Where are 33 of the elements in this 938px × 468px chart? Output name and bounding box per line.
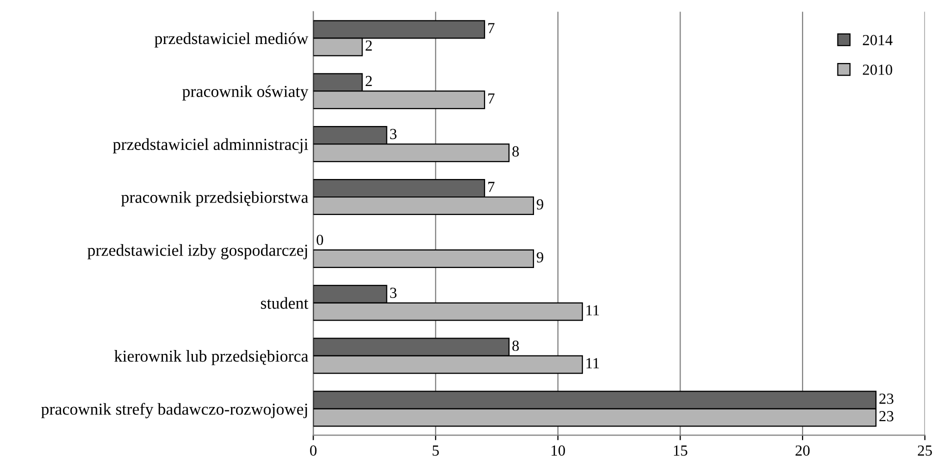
y-tick-label: przedstawiciel izby gospodarczej	[87, 244, 307, 260]
y-tick-label: pracownik oświaty	[182, 85, 308, 101]
data-label: 2	[366, 40, 372, 51]
legend-label: 2014	[862, 34, 893, 46]
x-tick-label: 10	[552, 445, 565, 456]
y-tick-label: student	[260, 297, 308, 309]
legend-label: 2010	[862, 64, 892, 75]
data-label: 7	[488, 94, 495, 104]
bar	[313, 249, 534, 268]
y-tick-label: przedstawiciel adminnistracji	[112, 138, 308, 154]
data-label: 11	[586, 358, 599, 368]
x-tick-label: 15	[674, 445, 688, 456]
data-label: 8	[512, 340, 519, 351]
x-tick-label: 25	[918, 445, 932, 456]
y-tick-label: kierownik lub przedsiębiorca	[114, 350, 308, 366]
x-tick-label: 0	[310, 445, 317, 456]
data-label: 3	[390, 288, 396, 298]
data-label: 0	[316, 234, 324, 246]
data-label: 23	[879, 411, 894, 422]
data-label: 9	[536, 252, 544, 262]
x-tick-label: 5	[432, 446, 439, 456]
x-tick-label: 20	[796, 445, 810, 456]
data-label: 23	[879, 394, 894, 404]
data-label: 3	[390, 128, 396, 140]
data-label: 7	[488, 23, 495, 34]
data-label: 2	[366, 76, 372, 86]
data-label: 9	[536, 199, 544, 210]
data-label: 8	[512, 146, 519, 157]
y-tick-label: pracownik przedsiębiorstwa	[121, 191, 308, 206]
y-tick-label: przedstawiciel mediów	[154, 32, 308, 48]
y-tick-label: pracownik strefy badawczo-rozwojowej	[41, 402, 307, 418]
data-label: 11	[586, 305, 599, 316]
data-label: 7	[488, 182, 495, 192]
